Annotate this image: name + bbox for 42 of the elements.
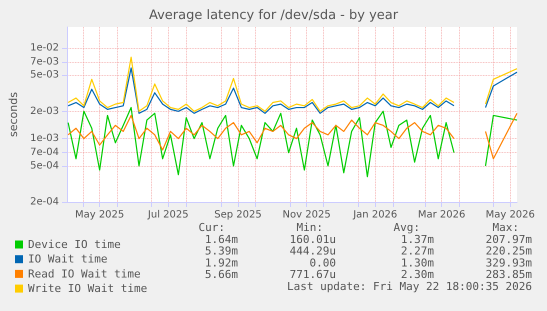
x-tick-label: May 2025 (74, 210, 124, 220)
text: 1.64m (204, 233, 238, 246)
text: 1.92m (204, 256, 238, 270)
x-tick-label: Sep 2025 (214, 210, 262, 220)
y-tick-label: 1e-02 (30, 42, 59, 54)
text: 2.30m (400, 268, 434, 282)
text: 283.85m (486, 268, 532, 282)
y-tick-label: 5e-04 (30, 160, 59, 172)
text: 1.30m (400, 256, 434, 270)
y-tick-label: 1e-03 (30, 133, 59, 144)
y-tick-label: 7e-03 (30, 56, 59, 68)
text: Last update: Fri May 22 18:00:35 2026 (286, 280, 532, 293)
text: 1.37m (400, 233, 434, 246)
x-tick-label: Nov 2025 (282, 210, 331, 220)
y-tick-label: 2e-04 (30, 196, 59, 208)
x-tick-label: Jul 2025 (146, 210, 189, 220)
legend-label: Write IO Wait time (28, 282, 148, 296)
y-tick-label: 5e-03 (30, 70, 59, 81)
text: Cur: (198, 221, 225, 234)
text: 444.29u (290, 244, 336, 258)
chart-title: Average latency for /dev/sda - by year (148, 8, 399, 23)
text: 207.97m (486, 233, 532, 246)
legend-label: IO Wait time (28, 252, 108, 266)
x-tick-label: May 2026 (486, 210, 535, 220)
y-tick-label: 2e-03 (30, 106, 59, 117)
y-axis-title: seconds (7, 92, 20, 137)
text: 5.66m (204, 268, 238, 282)
text: 0.00 (310, 256, 336, 270)
text: 160.01u (290, 233, 336, 246)
legend-label: Device IO time (28, 238, 121, 251)
text: 329.93m (486, 256, 532, 270)
text: 220.25m (486, 244, 532, 258)
legend-label: Read IO Wait time (28, 267, 141, 280)
text: Min: (296, 221, 323, 234)
y-tick-label: 7e-04 (30, 147, 59, 158)
text: 2.27m (400, 244, 434, 258)
x-tick-label: Mar 2026 (418, 210, 466, 220)
text: 5.39m (204, 244, 238, 258)
x-tick-label: Jan 2026 (352, 210, 398, 220)
text: Avg: (394, 221, 420, 234)
text: Max: (492, 221, 519, 234)
text: 771.67u (290, 268, 336, 282)
